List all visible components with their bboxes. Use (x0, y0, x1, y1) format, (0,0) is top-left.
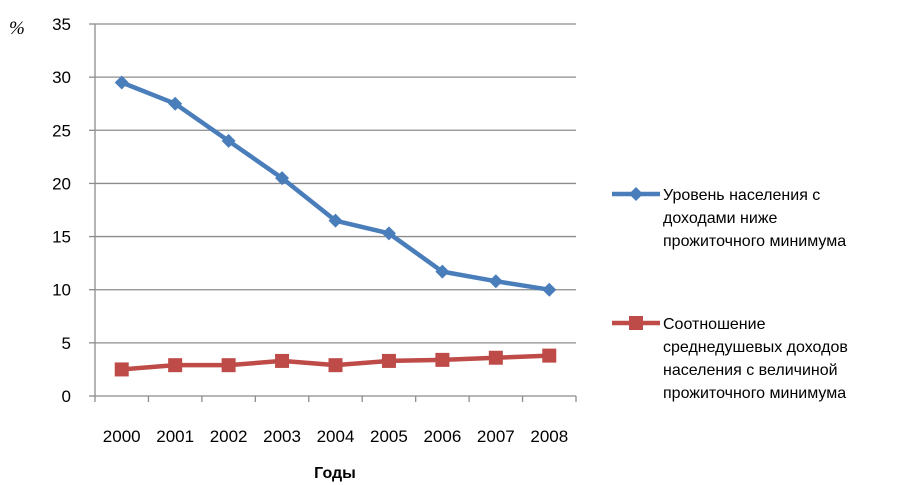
y-tick-label: 10 (52, 281, 71, 300)
y-tick-label: 30 (52, 68, 71, 87)
data-point (542, 348, 557, 363)
y-tick-label: 25 (52, 121, 71, 140)
y-tick-label: 15 (52, 228, 71, 247)
x-tick-label: 2007 (477, 427, 515, 446)
data-point (221, 358, 236, 373)
x-tick-label: 2004 (317, 427, 355, 446)
legend-label: Соотношение (663, 316, 766, 333)
data-point (381, 353, 396, 368)
axes (89, 23, 577, 402)
data-point (168, 96, 183, 111)
legend-label: прожиточного минимума (663, 233, 846, 250)
y-tick-label: 5 (62, 334, 71, 353)
series-1 (114, 75, 557, 297)
data-point (114, 362, 129, 377)
legend-item-2: Соотношение среднедушевых доходов населени… (612, 316, 848, 402)
y-tick-label: 20 (52, 174, 71, 193)
data-point (542, 282, 557, 297)
data-point (114, 75, 129, 90)
x-tick-label: 2000 (103, 427, 141, 446)
y-tick-label: 0 (62, 387, 71, 406)
series-group (114, 75, 557, 377)
x-tick-label: 2002 (210, 427, 248, 446)
legend-item-1: Уровень населения с доходами ниже прожиточ… (612, 187, 846, 250)
legend-marker (629, 316, 643, 330)
legend: Уровень населения с доходами ниже прожиточ… (612, 187, 848, 402)
data-point (221, 133, 236, 148)
legend-label: Уровень населения с (663, 187, 820, 204)
legend-label: прожиточного минимума (663, 385, 846, 402)
legend-label: населения с величиной (663, 362, 838, 379)
series-2 (114, 348, 557, 377)
data-point (435, 264, 450, 279)
tick-labels: 0 5 10 15 20 25 30 35 2000 2001 2002 2003 2004 2005 20… (52, 15, 568, 446)
x-tick-label: 2008 (530, 427, 568, 446)
legend-label: среднедушевых доходов (663, 339, 848, 356)
x-tick-label: 2005 (370, 427, 408, 446)
data-point (275, 171, 290, 186)
data-point (488, 350, 503, 365)
x-tick-label: 2001 (156, 427, 194, 446)
y-tick-label: 35 (52, 15, 71, 34)
series-line (120, 80, 550, 292)
data-point (435, 352, 450, 367)
data-point (168, 358, 183, 373)
gridlines (95, 23, 576, 344)
x-axis-title: Годы (314, 465, 356, 482)
y-axis-unit-label: % (9, 18, 25, 39)
legend-label: доходами ниже (663, 210, 778, 227)
data-point (381, 226, 396, 241)
x-tick-label: 2003 (263, 427, 301, 446)
data-point (488, 274, 503, 289)
data-point (328, 213, 343, 228)
x-tick-label: 2006 (423, 427, 461, 446)
legend-marker (629, 187, 643, 201)
data-point (328, 358, 343, 373)
data-point (275, 353, 290, 368)
